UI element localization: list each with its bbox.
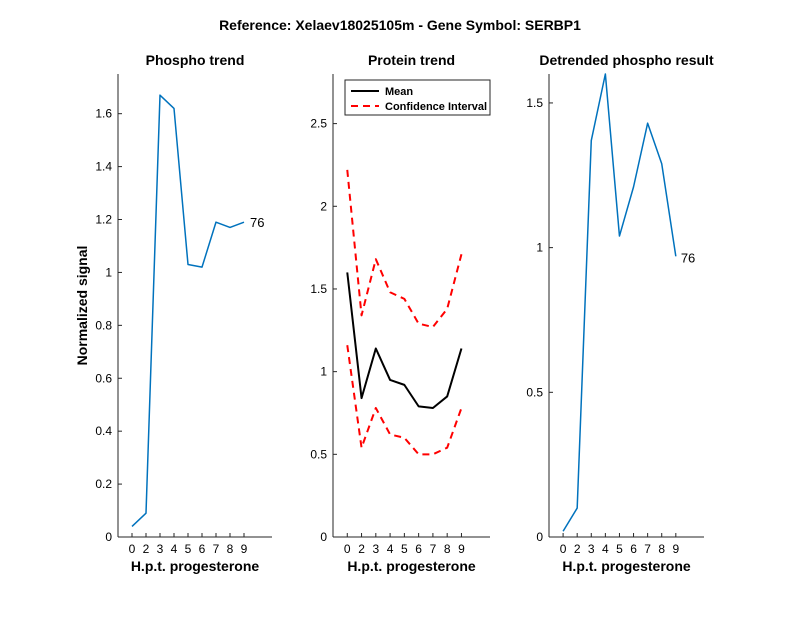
phospho-title: Phospho trend bbox=[146, 52, 245, 68]
phospho-x-tick-label: 3 bbox=[157, 542, 164, 556]
phospho-x-tick-label: 2 bbox=[143, 542, 150, 556]
phospho-y-tick-label: 1.4 bbox=[95, 160, 112, 174]
detrended-x-tick-label: 8 bbox=[658, 542, 665, 556]
protein-y-tick-label: 2 bbox=[320, 199, 327, 213]
protein-x-tick-label: 6 bbox=[415, 542, 422, 556]
protein-x-tick-label: 3 bbox=[372, 542, 379, 556]
phospho-y-tick-label: 1.6 bbox=[95, 107, 112, 121]
protein-y-tick-label: 2.5 bbox=[310, 117, 327, 131]
detrended-y-tick-label: 0 bbox=[536, 530, 543, 544]
detrended-end-label: 76 bbox=[681, 250, 695, 265]
phospho-series-phospho bbox=[131, 94, 245, 527]
phospho-x-tick-label: 4 bbox=[171, 542, 178, 556]
figure-suptitle: Reference: Xelaev18025105m - Gene Symbol… bbox=[219, 17, 581, 33]
detrended-title: Detrended phospho result bbox=[539, 52, 714, 68]
detrended-y-tick-label: 1 bbox=[536, 241, 543, 255]
detrended-x-tick-label: 2 bbox=[574, 542, 581, 556]
phospho-y-tick-label: 0 bbox=[105, 530, 112, 544]
protein-series-mean bbox=[346, 272, 463, 410]
phospho-y-tick-label: 1.2 bbox=[95, 213, 112, 227]
protein-x-label: H.p.t. progesterone bbox=[347, 558, 476, 574]
protein-legend-label: Confidence Interval bbox=[385, 101, 487, 113]
phospho-y-tick-label: 0.6 bbox=[95, 371, 112, 385]
detrended-x-label: H.p.t. progesterone bbox=[562, 558, 691, 574]
phospho-y-tick-label: 1 bbox=[105, 265, 112, 279]
protein-series-confidence-interval bbox=[346, 169, 463, 328]
protein-legend: Mean Confidence Interval bbox=[344, 79, 491, 116]
detrended-x-tick-label: 4 bbox=[602, 542, 609, 556]
protein-x-tick-label: 5 bbox=[401, 542, 408, 556]
detrended-x-tick-label: 6 bbox=[630, 542, 637, 556]
phospho-y-tick-label: 0.2 bbox=[95, 477, 112, 491]
protein-x-tick-label: 0 bbox=[344, 542, 351, 556]
phospho-y-tick-label: 0.4 bbox=[95, 424, 112, 438]
detrended-x-tick-label: 9 bbox=[672, 542, 679, 556]
phospho-x-label: H.p.t. progesterone bbox=[131, 558, 260, 574]
detrended-x-tick-label: 7 bbox=[644, 542, 651, 556]
phospho-y-label: Normalized signal bbox=[74, 246, 90, 366]
protein-y-tick-label: 1.5 bbox=[310, 282, 327, 296]
protein-x-tick-label: 8 bbox=[444, 542, 451, 556]
protein-x-tick-label: 2 bbox=[358, 542, 365, 556]
phospho-x-tick-label: 6 bbox=[199, 542, 206, 556]
phospho-x-tick-label: 7 bbox=[213, 542, 220, 556]
protein-x-tick-label: 7 bbox=[430, 542, 437, 556]
protein-x-tick-label: 4 bbox=[387, 542, 394, 556]
phospho-x-tick-label: 9 bbox=[241, 542, 248, 556]
phospho-x-tick-label: 5 bbox=[185, 542, 192, 556]
detrended-x-tick-label: 3 bbox=[588, 542, 595, 556]
phospho-end-label: 76 bbox=[250, 215, 264, 230]
protein-y-tick-label: 0 bbox=[320, 530, 327, 544]
detrended-y-tick-label: 0.5 bbox=[526, 385, 543, 399]
detrended-x-tick-label: 0 bbox=[560, 542, 567, 556]
protein-x-tick-label: 9 bbox=[458, 542, 465, 556]
phospho-x-tick-label: 8 bbox=[227, 542, 234, 556]
protein-y-tick-label: 1 bbox=[320, 365, 327, 379]
protein-legend-label: Mean bbox=[385, 86, 413, 98]
phospho-x-tick-label: 0 bbox=[129, 542, 136, 556]
detrended-y-tick-label: 1.5 bbox=[526, 96, 543, 110]
detrended-x-tick-label: 5 bbox=[616, 542, 623, 556]
protein-title: Protein trend bbox=[368, 52, 455, 68]
protein-legend-box bbox=[344, 79, 491, 116]
protein-y-tick-label: 0.5 bbox=[310, 447, 327, 461]
phospho-y-tick-label: 0.8 bbox=[95, 318, 112, 332]
detrended-series-detrended bbox=[562, 73, 677, 532]
